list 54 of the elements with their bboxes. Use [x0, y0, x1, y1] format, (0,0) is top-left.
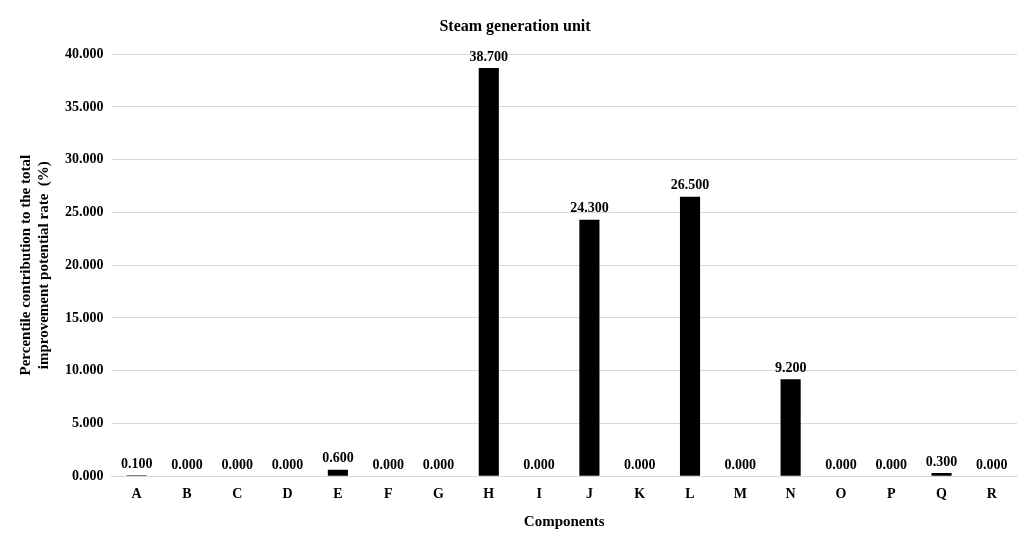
x-tick-label: F — [383, 486, 393, 502]
bar — [478, 67, 499, 476]
data-label: 0.300 — [925, 453, 958, 469]
y-tick-label: 5.000 — [72, 415, 104, 431]
x-axis-title: Components — [523, 512, 605, 529]
data-label: 0.000 — [372, 456, 404, 472]
data-label: 24.300 — [570, 200, 609, 216]
x-tick-label: B — [182, 486, 192, 502]
data-label: 0.000 — [422, 456, 455, 472]
x-tick-label: P — [886, 486, 896, 502]
data-label: 0.000 — [221, 456, 254, 472]
data-label: 0.000 — [523, 456, 555, 472]
data-label: 0.000 — [724, 456, 757, 472]
data-label: 26.500 — [670, 177, 710, 193]
data-label: 0.000 — [976, 456, 1008, 472]
y-tick-label: 40.000 — [65, 45, 104, 61]
x-tick-label: D — [282, 486, 293, 502]
data-label: 0.100 — [120, 455, 153, 471]
data-label: 0.000 — [171, 456, 203, 472]
x-tick-label: H — [483, 486, 495, 502]
bar — [931, 473, 952, 476]
bar — [780, 379, 801, 476]
x-tick-label: L — [685, 486, 695, 502]
x-tick-label: K — [634, 486, 646, 502]
bar — [679, 196, 701, 476]
x-tick-label: A — [131, 486, 143, 502]
y-tick-label: 10.000 — [65, 362, 104, 378]
data-label: 9.200 — [774, 359, 807, 375]
x-tick-label: O — [835, 486, 847, 502]
x-tick-label: J — [585, 486, 593, 502]
x-tick-label: I — [536, 486, 542, 502]
x-tick-label: G — [433, 486, 445, 502]
y-tick-label: 35.000 — [65, 98, 104, 114]
y-tick-label: 0.000 — [72, 467, 104, 483]
y-tick-label: 30.000 — [65, 151, 104, 167]
x-tick-label: E — [333, 486, 343, 502]
data-label: 0.000 — [825, 456, 857, 472]
x-tick-label: M — [733, 486, 747, 502]
y-tick-label: 15.000 — [65, 309, 104, 325]
bar — [579, 219, 600, 476]
y-tick-label: 20.000 — [65, 256, 104, 272]
bar — [327, 469, 348, 476]
y-tick-label: 25.000 — [65, 204, 104, 220]
data-label: 0.000 — [623, 456, 656, 472]
data-label: 0.000 — [271, 456, 304, 472]
data-label: 0.600 — [322, 450, 354, 466]
data-label: 38.700 — [469, 48, 509, 64]
x-tick-label: N — [785, 486, 796, 502]
data-label: 0.000 — [875, 456, 907, 472]
x-tick-label: R — [986, 486, 998, 502]
y-axis-title: Percentile contribution to the total improvement potential rate (%) — [16, 154, 52, 376]
x-tick-label: Q — [936, 486, 948, 502]
x-tick-label: C — [232, 486, 243, 502]
chart-title: Steam generation unit — [439, 16, 592, 35]
